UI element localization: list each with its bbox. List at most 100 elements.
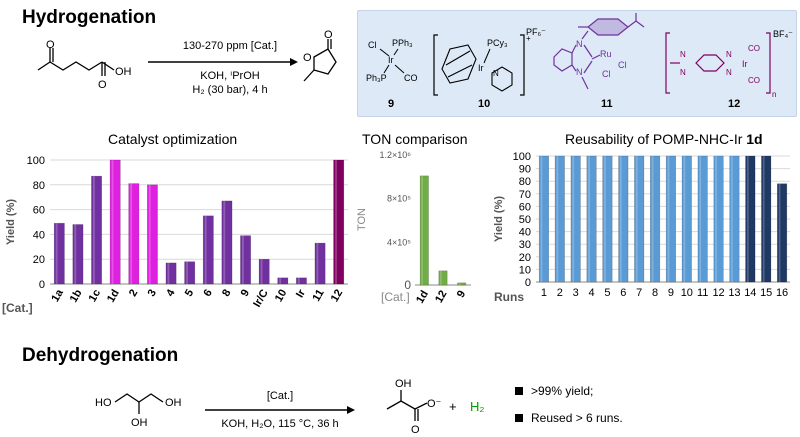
x-tick-label: Ir/C	[251, 287, 271, 309]
x-tick-label: 12	[329, 288, 346, 305]
reusability-title: Reusability of POMP-NHC-Ir 1d	[565, 131, 763, 147]
bar	[602, 155, 613, 283]
levulinic-acid-structure: O O OH	[37, 39, 132, 91]
bar-highlight	[746, 156, 749, 282]
y-tick-label: 0	[525, 277, 531, 289]
x-tick-label: 10	[681, 287, 693, 299]
y-tick-label: 60	[33, 205, 45, 217]
hydro-condition-catalyst: 130-270 ppm [Cat.]	[182, 40, 278, 52]
cat9-cl: Cl	[368, 40, 377, 50]
lactate-structure: OH O O⁻	[386, 378, 442, 435]
y-tick-label: 1.2×10⁶	[380, 150, 412, 160]
bar-highlight	[540, 156, 543, 282]
x-tick-label: 3	[146, 288, 159, 299]
x-tick-label: 1d	[414, 289, 431, 306]
bar-highlight	[619, 156, 622, 282]
x-tick-label: 13	[728, 287, 740, 299]
bar	[419, 175, 429, 286]
cat9-pph3: PPh₃	[392, 38, 413, 48]
bar-highlight	[778, 183, 781, 282]
dehydro-condition-catalyst: [Cat.]	[266, 390, 294, 402]
lactate-o-minus: O⁻	[427, 398, 442, 410]
cat9-ph3p: Ph₃P	[366, 73, 387, 83]
y-tick-label: 8×10⁵	[387, 194, 411, 204]
bar-highlight	[421, 175, 423, 285]
x-axis-label: [Cat.]	[2, 301, 33, 315]
x-tick-label: 15	[760, 287, 772, 299]
bar-highlight	[74, 224, 77, 284]
x-tick-label: 1b	[68, 287, 85, 304]
cat10-n: N	[493, 69, 499, 78]
plus-sign: +	[449, 399, 457, 414]
bar-highlight	[297, 277, 300, 284]
reusability-title-bold: 1d	[746, 131, 763, 147]
x-tick-label: 1c	[87, 288, 104, 305]
x-axis-label: [Cat.]	[381, 290, 410, 304]
bar-highlight	[699, 156, 702, 282]
glycerol-structure: HO OH OH	[95, 393, 182, 429]
bullet-yield-text: >99% yield;	[531, 384, 594, 398]
x-tick-label: 2	[557, 287, 563, 299]
cat12-n-subscript: n	[772, 90, 776, 99]
glycerol-oh-bottom: OH	[131, 417, 148, 429]
hydro-reaction-arrow	[148, 58, 298, 66]
y-tick-label: 4×10⁵	[387, 237, 411, 247]
x-tick-label: 1a	[49, 287, 66, 304]
bar	[221, 200, 233, 285]
y-tick-label: 100	[513, 151, 531, 163]
bar	[586, 155, 597, 283]
hydro-condition-base: KOH, ⁱPrOH	[200, 70, 260, 82]
x-tick-label: 10	[273, 288, 290, 305]
x-tick-label: 5	[183, 288, 196, 299]
bar	[314, 242, 326, 285]
bar	[761, 155, 772, 283]
bar	[650, 155, 661, 283]
bar-highlight	[667, 156, 670, 282]
x-tick-label: 6	[201, 288, 214, 299]
gvl-ring-o: O	[303, 52, 312, 64]
x-axis-label: Runs	[494, 290, 524, 304]
x-tick-label: 4	[589, 287, 595, 299]
bar	[538, 155, 549, 283]
catalyst-11-structure: Ru Cl Cl N N	[553, 13, 645, 90]
y-tick-label: 0	[39, 279, 45, 291]
catalyst-12-number: 12	[728, 98, 741, 110]
bar	[697, 155, 708, 283]
x-tick-label: 11	[697, 287, 708, 299]
y-tick-label: 100	[27, 155, 45, 167]
x-tick-label: 8	[220, 288, 233, 299]
x-tick-label: 12	[433, 289, 450, 306]
catalyst-9-structure: Cl PPh₃ Ir Ph₃P CO	[366, 38, 418, 83]
y-axis-label: TON	[356, 208, 368, 231]
dehydro-conditions: KOH, H₂O, 115 °C, 36 h	[221, 418, 339, 430]
dehydrogenation-title: Dehydrogenation	[22, 345, 179, 366]
x-tick-label: 2	[127, 288, 140, 299]
y-tick-label: 80	[519, 176, 531, 188]
acid-oh-label: OH	[115, 66, 132, 78]
y-axis-label: Yield (%)	[5, 199, 17, 245]
bar-highlight	[148, 184, 151, 284]
x-tick-label: Ir	[294, 287, 308, 300]
cat10-pf6: PF₆⁻	[526, 27, 546, 37]
cat12-n2: N	[680, 68, 686, 77]
cat12-n4: N	[726, 68, 732, 77]
bar	[554, 155, 565, 283]
bar	[202, 215, 214, 285]
glycerol-oh-left: HO	[95, 397, 112, 409]
bar	[240, 235, 251, 285]
catalyst-structures-panel: Cl PPh₃ Ir Ph₃P CO 9 + Ir PCy₃ N PF₆⁻ 10…	[357, 10, 797, 117]
bar	[457, 282, 467, 286]
lactate-o: O	[411, 424, 420, 435]
bar-highlight	[241, 235, 244, 284]
x-tick-label: 9	[239, 288, 252, 299]
x-tick-label: 9	[455, 289, 468, 300]
bar	[729, 155, 740, 283]
bullet-square-icon	[515, 414, 523, 422]
x-tick-label: 5	[604, 287, 610, 299]
x-tick-label: 1d	[105, 288, 122, 305]
cat9-co: CO	[404, 73, 418, 83]
gvl-carbonyl-o: O	[324, 29, 333, 41]
cat11-n1: N	[576, 39, 583, 49]
bar	[128, 183, 140, 285]
